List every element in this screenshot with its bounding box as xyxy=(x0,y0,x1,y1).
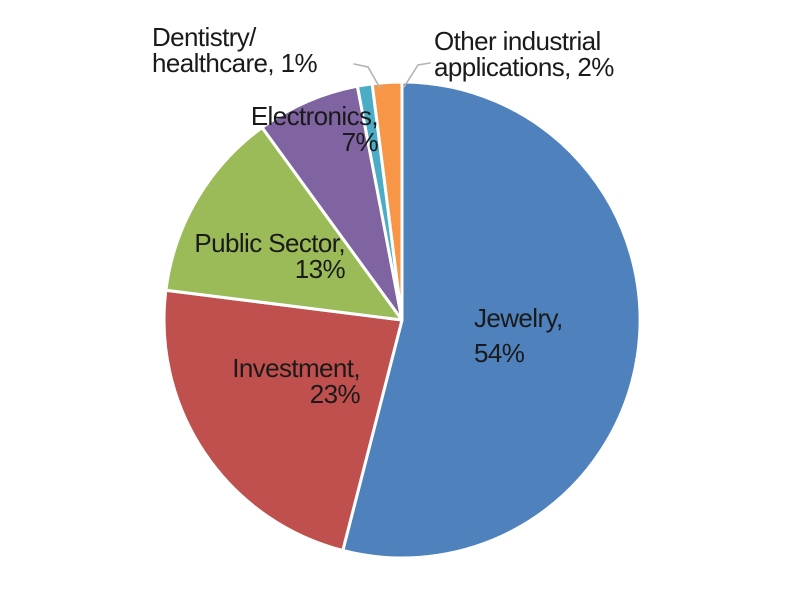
pie-slice-jewelry xyxy=(341,80,642,560)
slice-label-line: Other industrial xyxy=(434,26,601,56)
slice-label-other-industrial: Other industrial applications, 2% xyxy=(434,28,660,80)
slice-label-line: 7% xyxy=(341,127,379,157)
slice-label-line: Electronics, xyxy=(250,101,379,131)
slice-label-electronics: Electronics, 7% xyxy=(215,101,379,157)
slice-label-line: Jewelry, xyxy=(474,303,563,333)
pie-slice-other-industrial-applications xyxy=(370,80,404,322)
slice-label-dentistry-healthcare: Dentistry/ healthcare, 1% xyxy=(152,24,352,76)
slice-label-line: Investment, xyxy=(232,353,360,383)
slice-label-line: 13% xyxy=(294,254,346,284)
leader-line-dentistry-healthcare xyxy=(353,63,381,89)
slice-label-line: healthcare, 1% xyxy=(152,48,318,78)
slice-label-line: 23% xyxy=(309,379,361,409)
pie-slice-investment xyxy=(162,288,404,552)
slice-label-line: 54% xyxy=(474,338,525,368)
slice-label-line: Public Sector, xyxy=(194,228,345,258)
slice-label-public-sector: Public Sector, 13% xyxy=(165,230,345,282)
slice-label-line: Dentistry/ xyxy=(152,22,256,52)
slice-label-jewelry: Jewelry, 54% xyxy=(474,301,634,371)
leader-line-other-industrial xyxy=(403,62,431,88)
slice-label-investment: Investment, 23% xyxy=(202,355,360,407)
pie-slice-public-sector xyxy=(164,126,404,322)
slice-label-line: applications, 2% xyxy=(434,52,614,82)
